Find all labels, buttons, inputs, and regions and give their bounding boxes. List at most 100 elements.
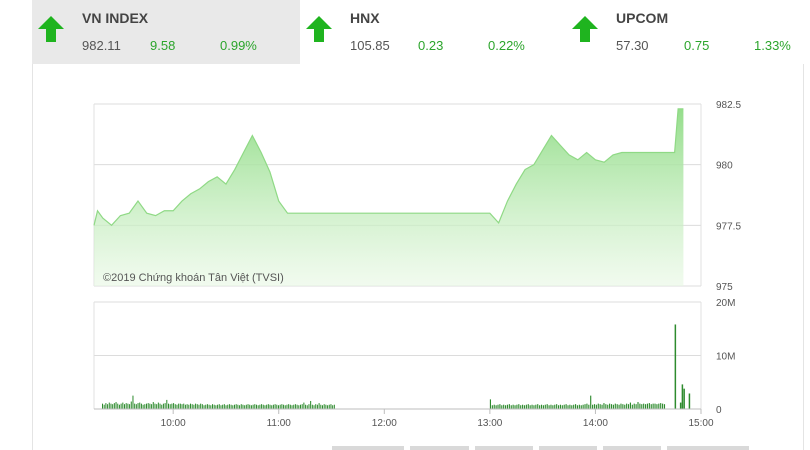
volume-bar: [586, 403, 588, 409]
volume-bar: [291, 405, 293, 409]
volume-bar: [540, 404, 543, 409]
volume-bar: [588, 404, 590, 409]
volume-bar: [575, 404, 577, 409]
volume-bar: [616, 404, 618, 409]
volume-bar: [631, 404, 633, 409]
volume-bar: [313, 405, 315, 409]
volume-bar: [603, 403, 605, 409]
volume-bar: [228, 404, 230, 409]
volume-bar: [590, 395, 592, 409]
price-y-axis: 975 977.5 980 982.5: [716, 100, 741, 293]
volume-bar: [152, 402, 154, 409]
volume-bar: [601, 404, 603, 409]
volume-bar: [582, 404, 584, 409]
volume-bar: [533, 405, 535, 409]
volume-bar: [206, 404, 208, 409]
volume-bar: [135, 404, 137, 409]
volume-bar: [499, 404, 501, 409]
volume-bar: [561, 405, 563, 409]
x-tick-label: 15:00: [688, 418, 713, 429]
volume-bar: [567, 405, 569, 409]
volume-bar: [512, 404, 514, 409]
index-value: 982.11: [82, 38, 121, 53]
volume-bar: [493, 404, 495, 409]
volume-bar: [191, 404, 193, 409]
volume-y-tick-label: 10M: [716, 352, 735, 363]
volume-bar: [525, 404, 527, 409]
volume-bar: [571, 405, 573, 409]
volume-bar: [245, 404, 247, 409]
volume-bar: [252, 404, 254, 409]
volume-bar: [233, 404, 236, 409]
tab-hnx[interactable]: HNX 105.85 0.23 0.22%: [300, 0, 568, 64]
change-value: 9.58: [150, 38, 176, 53]
volume-bar: [681, 384, 684, 409]
up-arrow-icon: [306, 16, 332, 42]
volume-bar: [140, 403, 142, 409]
volume-bar: [218, 404, 220, 409]
volume-bar: [529, 405, 531, 409]
volume-bar: [546, 404, 548, 409]
volume-bar: [225, 405, 227, 409]
volume-bar: [115, 402, 117, 409]
volume-bar: [118, 404, 120, 409]
volume-bar: [203, 405, 205, 409]
volume-bar: [162, 403, 164, 409]
range-selector[interactable]: [332, 446, 749, 450]
volume-bar: [183, 403, 185, 409]
volume-bar: [108, 402, 110, 409]
volume-bar: [286, 404, 288, 409]
volume-bar: [578, 404, 580, 409]
volume-bar: [171, 403, 173, 409]
volume-bar: [129, 404, 131, 409]
volume-bar: [159, 403, 161, 409]
volume-bar: [569, 404, 571, 409]
volume-y-tick-label: 20M: [716, 298, 735, 309]
x-tick-label: 13:00: [477, 418, 502, 429]
volume-bar: [489, 399, 492, 409]
volume-bar: [303, 402, 305, 409]
volume-bar: [193, 404, 195, 409]
volume-bar: [301, 404, 303, 409]
change-percent: 1.33%: [754, 38, 791, 53]
volume-bar: [272, 404, 274, 409]
x-tick-label: 10:00: [161, 418, 186, 429]
volume-bar: [595, 404, 597, 409]
volume-bar: [305, 404, 307, 409]
tab-vn-index[interactable]: VN INDEX 982.11 9.58 0.99%: [32, 0, 300, 64]
change-percent: 0.22%: [488, 38, 525, 53]
volume-bar: [102, 403, 104, 409]
volume-bar: [523, 405, 526, 409]
volume-bar: [174, 404, 176, 409]
volume-bar: [556, 404, 558, 409]
volume-bar: [641, 404, 643, 409]
tab-upcom[interactable]: UPCOM 57.30 0.75 1.33%: [566, 0, 810, 64]
volume-bar: [299, 404, 302, 409]
volume-bar: [196, 404, 198, 409]
volume-bar: [645, 404, 647, 409]
volume-bar: [320, 404, 322, 409]
volume-bar: [315, 404, 317, 409]
volume-bar: [660, 403, 662, 409]
price-y-tick-label: 977.5: [716, 221, 741, 232]
volume-bar: [178, 403, 180, 409]
volume-bar: [662, 403, 664, 409]
volume-bar: [310, 400, 312, 409]
volume-bar: [184, 404, 186, 409]
volume-bar: [144, 404, 146, 409]
volume-bar: [112, 404, 114, 409]
x-tick-label: 11:00: [267, 418, 292, 429]
volume-bar: [261, 404, 263, 409]
volume-bar: [643, 403, 645, 409]
volume-bar: [123, 404, 126, 409]
volume-bar: [323, 404, 325, 409]
volume-bar: [656, 404, 658, 409]
volume-bar: [220, 405, 222, 409]
volume-bar: [283, 404, 285, 409]
volume-bar: [548, 405, 550, 409]
volume-bar: [508, 404, 510, 409]
volume-bar: [188, 404, 190, 409]
volume-bar: [620, 403, 622, 409]
volume-bar: [276, 404, 278, 409]
volume-bar: [279, 404, 281, 409]
